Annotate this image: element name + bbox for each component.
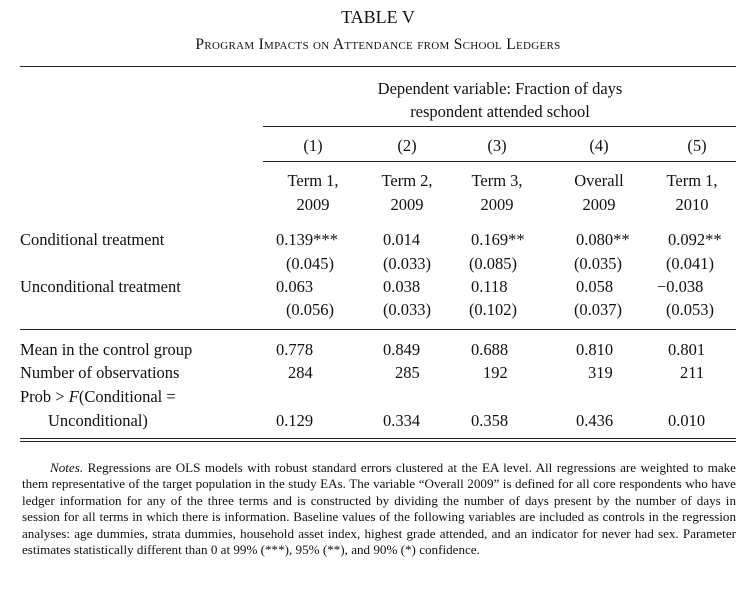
bottom-double-rule: [20, 438, 736, 442]
column-header-line1: Term 3,: [471, 171, 523, 190]
table-caption: Program Impacts on Attendance from Schoo…: [195, 36, 561, 53]
coefficient-cell: 0.058: [576, 277, 614, 296]
observations-cell: 285: [395, 363, 420, 382]
coefficient-cell: 0.092**: [668, 230, 722, 249]
column-header-line1: Term 1,: [666, 171, 718, 190]
standard-error-cell: (0.033): [382, 300, 432, 319]
observations-cell: 319: [588, 363, 613, 382]
notes-text: Regressions are OLS models with robust s…: [22, 460, 736, 558]
coefficient-cell: 0.038: [383, 277, 421, 296]
coefficient-cell: 0.169**: [471, 230, 525, 249]
mean-cell: 0.778: [276, 340, 314, 359]
column-header-line1: Term 1,: [287, 171, 339, 190]
column-header-line2: 2009: [296, 195, 330, 214]
prob-f-cell: 0.010: [668, 411, 706, 430]
column-number: (3): [487, 136, 507, 155]
column-header-line2: 2009: [390, 195, 424, 214]
observations-cell: 192: [483, 363, 508, 382]
prob-f-label-line2: Unconditional): [48, 411, 148, 430]
prob-f-cell: 0.129: [276, 411, 314, 430]
column-header-line2: 2010: [675, 195, 709, 214]
coefficient-cell: 0.139***: [276, 230, 338, 249]
column-number: (2): [397, 136, 417, 155]
standard-error-cell: (0.035): [573, 254, 623, 273]
header-partial-rule: [263, 126, 736, 127]
column-number: (4): [589, 136, 609, 155]
top-rule: [20, 66, 736, 67]
observations-cell: 211: [680, 363, 705, 382]
standard-error-cell: (0.037): [573, 300, 623, 319]
observations-cell: 284: [288, 363, 313, 382]
prob-f-cell: 0.334: [383, 411, 421, 430]
column-header-line1: Overall: [574, 171, 624, 190]
row-label-unconditional: Unconditional treatment: [20, 277, 181, 296]
observations-label: Number of observations: [20, 363, 180, 382]
column-header-line2: 2009: [480, 195, 514, 214]
standard-error-cell: (0.045): [285, 254, 335, 273]
standard-error-cell: (0.102): [468, 300, 518, 319]
row-label-conditional: Conditional treatment: [20, 230, 165, 249]
prob-f-cell: 0.358: [471, 411, 509, 430]
column-header-line1: Term 2,: [381, 171, 433, 190]
standard-error-cell: (0.041): [665, 254, 715, 273]
table-number: TABLE V: [341, 7, 415, 27]
dependent-variable-line2: respondent attended school: [410, 102, 590, 121]
column-number: (5): [687, 136, 707, 155]
standard-error-cell: (0.053): [665, 300, 715, 319]
prob-f-label-line1: Prob > F(Conditional =: [20, 386, 176, 408]
coefficient-cell: 0.063: [276, 277, 314, 296]
table-notes: Notes. Regressions are OLS models with r…: [22, 460, 736, 558]
prob-f-label-line1-text: Prob > F(Conditional =: [20, 387, 176, 406]
notes-label: Notes.: [50, 460, 84, 475]
column-number-rule: [263, 161, 736, 162]
mean-cell: 0.849: [383, 340, 421, 359]
mean-cell: 0.810: [576, 340, 614, 359]
coefficient-cell: 0.080**: [576, 230, 630, 249]
standard-error-cell: (0.085): [468, 254, 518, 273]
standard-error-cell: (0.056): [285, 300, 335, 319]
mean-cell: 0.688: [471, 340, 509, 359]
coefficient-cell: −0.038: [657, 277, 704, 296]
dependent-variable-line1: Dependent variable: Fraction of days: [377, 79, 623, 98]
mean-cell: 0.801: [668, 340, 706, 359]
column-header-line2: 2009: [582, 195, 616, 214]
mean-control-label: Mean in the control group: [20, 340, 193, 359]
coefficient-cell: 0.118: [471, 277, 508, 296]
prob-f-cell: 0.436: [576, 411, 614, 430]
standard-error-cell: (0.033): [382, 254, 432, 273]
column-number: (1): [303, 136, 323, 155]
middle-rule: [20, 329, 736, 330]
coefficient-cell: 0.014: [383, 230, 421, 249]
